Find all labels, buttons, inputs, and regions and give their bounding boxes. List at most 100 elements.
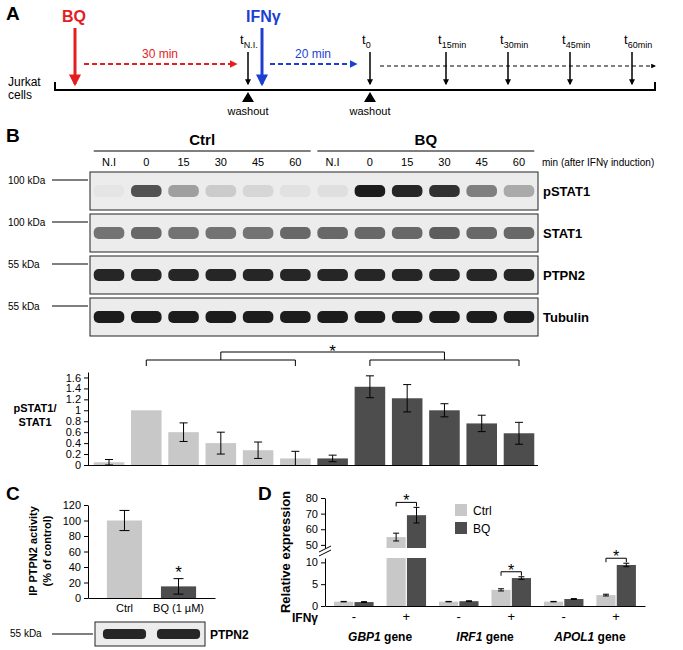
y-tick: 10	[306, 556, 325, 568]
tick-label: 60	[306, 523, 318, 535]
blot-band	[243, 269, 274, 281]
axis-title: IFNγ	[292, 611, 318, 625]
blot-band	[280, 269, 311, 281]
blot-row-label: pSTAT1	[543, 184, 590, 199]
tick-label: 1.2	[66, 393, 81, 405]
error-line	[258, 442, 259, 458]
lane-label: N.I	[326, 156, 340, 168]
tick-label: 0.6	[66, 426, 81, 438]
x-axis: -+-+-+	[326, 606, 646, 624]
group-label: BQ	[415, 131, 438, 148]
tick-mark	[84, 432, 88, 433]
error-cap	[341, 601, 347, 602]
blot-frame	[90, 256, 538, 294]
tick-label: 70	[306, 508, 318, 520]
error-cap	[498, 590, 504, 591]
error-cap	[254, 442, 262, 443]
error-cap	[551, 601, 557, 602]
lane-label: 45	[476, 156, 488, 168]
timepoint-sub: 45min	[566, 40, 591, 50]
timepoint-label: t15min	[438, 32, 466, 50]
blot-band	[243, 185, 274, 197]
group-underline	[94, 150, 311, 151]
error-cap	[571, 599, 577, 600]
figure: ABCDJurkatcellsBQ30 minIFNγ20 mintN.I.t0…	[0, 0, 683, 650]
error-cap	[478, 415, 486, 416]
y-tick: 1.2	[66, 393, 88, 405]
followup-arrow	[380, 65, 655, 66]
y-tick: 0.6	[66, 426, 88, 438]
lane-label: N.I	[102, 156, 116, 168]
tick-mark	[84, 377, 88, 378]
panel-label: D	[258, 483, 272, 504]
tick-mark	[84, 388, 88, 389]
lane-label: 60	[513, 156, 525, 168]
error-cap	[551, 601, 557, 602]
blot-band	[94, 227, 125, 239]
error-bar	[478, 415, 486, 431]
y-tick: 0.2	[66, 448, 88, 460]
timepoint-label: t30min	[500, 32, 528, 50]
bar	[429, 410, 460, 465]
error-bar	[291, 451, 299, 465]
legend-label: Ctrl	[473, 504, 492, 518]
tick-mark	[321, 606, 325, 607]
blot-band	[429, 185, 460, 197]
error-cap	[329, 461, 337, 462]
ladder-label: 55 kDa	[10, 628, 42, 639]
x-tick: +	[612, 606, 620, 624]
error-cap	[105, 465, 113, 466]
figure-svg: ABCDJurkatcellsBQ30 minIFNγ20 mintN.I.t0…	[0, 0, 683, 650]
timepoint-arrow	[445, 52, 447, 84]
lane-label: 0	[367, 156, 373, 168]
error-line	[416, 507, 417, 523]
treatment-duration-arrow	[84, 63, 236, 65]
error-cap	[603, 594, 609, 595]
error-cap	[119, 530, 129, 531]
blot-band	[392, 185, 423, 197]
tick-label: 80	[69, 530, 81, 542]
blot-band	[94, 185, 125, 197]
y-tick: 1.6	[66, 371, 88, 383]
y-tick: 0.8	[66, 415, 88, 427]
blot-band	[355, 227, 386, 239]
plot-area	[387, 507, 427, 548]
tick-label: +	[507, 609, 515, 624]
error-cap	[403, 384, 411, 385]
blot-band	[392, 269, 423, 281]
blot-band	[466, 269, 497, 281]
bar	[387, 558, 406, 606]
error-line	[481, 415, 482, 431]
blot-band	[280, 185, 311, 197]
error-cap	[341, 601, 347, 602]
ladder-tick	[52, 264, 88, 265]
bar	[459, 601, 478, 606]
ladder-label: 55 kDa	[8, 301, 40, 312]
error-bar	[254, 442, 262, 458]
blot-band	[131, 227, 162, 239]
lane-label: 60	[289, 156, 301, 168]
x-tick: -	[562, 606, 566, 624]
error-bar	[180, 423, 188, 442]
x-axis	[88, 465, 538, 466]
lane-label: 30	[215, 156, 227, 168]
error-bar	[393, 533, 399, 541]
y-tick: 0.4	[66, 437, 88, 449]
blot-band	[466, 311, 497, 323]
tick-label: 50	[306, 539, 318, 551]
blot-band	[429, 311, 460, 323]
stimulus-arrow	[261, 28, 264, 84]
axis-title: (% of control)	[41, 515, 53, 586]
blot-band	[429, 269, 460, 281]
error-cap	[440, 403, 448, 404]
error-line	[109, 460, 110, 465]
blot-band	[168, 269, 199, 281]
timepoint-arrow	[369, 52, 371, 84]
washout-label: washout	[349, 105, 391, 117]
y-tick: 1.4	[66, 382, 88, 394]
blot-band	[317, 227, 348, 239]
y-tick: 40	[69, 561, 88, 573]
tick-label: BQ (1 µM)	[153, 602, 204, 614]
blot-band	[168, 311, 199, 323]
error-line	[124, 510, 125, 530]
